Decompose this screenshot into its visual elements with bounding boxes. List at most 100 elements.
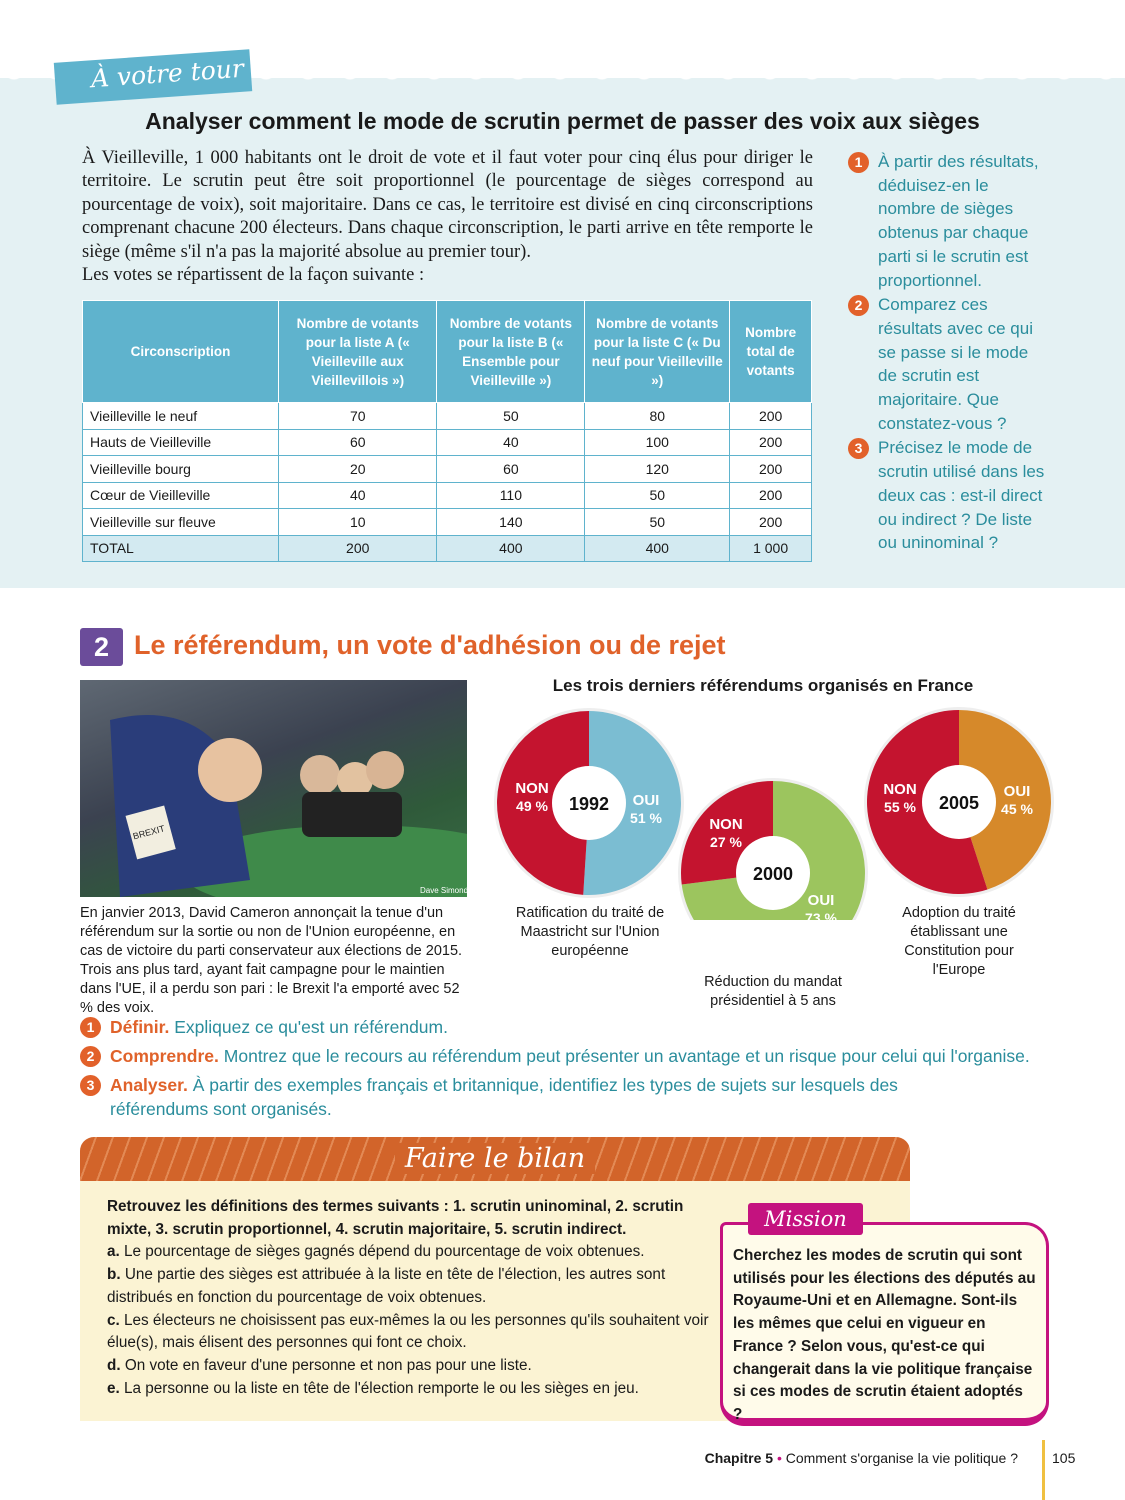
table-row: Vieilleville bourg 20 60 120 200 xyxy=(82,455,812,483)
slice-value-label: 27 % xyxy=(710,834,742,850)
item-text: La personne ou la liste en tête de l'éle… xyxy=(124,1379,639,1397)
item-text: Les électeurs ne choisissent pas eux-mêm… xyxy=(107,1311,709,1352)
number-badge: 1 xyxy=(80,1017,101,1038)
cartoon-credit: Dave Simonds xyxy=(420,886,467,895)
slice-label: NON xyxy=(515,780,548,797)
slice-label: OUI xyxy=(1004,783,1031,800)
bilan-item: d. On vote en faveur d'une personne et n… xyxy=(107,1355,712,1378)
bilan-text: Retrouvez les définitions des termes sui… xyxy=(107,1196,712,1400)
item-letter: b. xyxy=(107,1266,121,1284)
table-cell: 20 xyxy=(277,455,438,483)
footer-chapter: Chapitre 5 xyxy=(704,1450,774,1466)
table-header: Nombre de votants pour la liste A (« Vie… xyxy=(277,300,438,403)
bilan-header: Faire le bilan xyxy=(80,1137,910,1181)
table-cell: 200 xyxy=(729,402,812,430)
table-cell: Vieilleville bourg xyxy=(82,455,279,483)
activity-item: 3 Analyser. À partir des exemples françai… xyxy=(80,1073,980,1121)
item-text: Le pourcentage de sièges gagnés dépend d… xyxy=(124,1243,645,1261)
table-cell: TOTAL xyxy=(82,534,279,562)
slice-value-label: 73 % xyxy=(805,910,837,920)
item-letter: d. xyxy=(107,1356,121,1374)
section-title: Le référendum, un vote d'adhésion ou de … xyxy=(134,630,726,660)
table-cell: 140 xyxy=(436,508,586,536)
table-row: Cœur de Vieilleville 40 110 50 200 xyxy=(82,481,812,509)
item-text: Une partie des sièges est attribuée à la… xyxy=(107,1266,666,1306)
page-number: 105 xyxy=(1052,1450,1076,1466)
activity-item: 2 Comprendre. Montrez que le recours au r… xyxy=(80,1044,1040,1068)
intro-paragraph-2: Les votes se répartissent de la façon su… xyxy=(82,265,425,286)
cartoon-caption: En janvier 2013, David Cameron annonçait… xyxy=(80,905,463,1016)
question-text: À partir des résultats, déduisez-en le n… xyxy=(878,152,1039,290)
table-row: Vieilleville sur fleuve 10 140 50 200 xyxy=(82,508,812,536)
table-cell: Vieilleville le neuf xyxy=(82,402,279,430)
section-activities: 1 Définir. Expliquez ce qu'est un référen… xyxy=(80,1015,1040,1126)
activity-intro: À Vieilleville, 1 000 habitants ont le d… xyxy=(82,147,813,287)
pie-year-label: 2005 xyxy=(939,793,979,813)
pie-slice-1992-non xyxy=(496,711,589,895)
table-cell: 70 xyxy=(277,402,438,430)
pie-caption-2000: Réduction du mandat présidentiel à 5 ans xyxy=(704,974,842,1009)
activity-item: 1 Définir. Expliquez ce qu'est un référen… xyxy=(80,1015,1040,1039)
mission-title: Mission xyxy=(748,1203,863,1235)
question-item: 1 À partir des résultats, déduisez-en le … xyxy=(848,150,1048,292)
pie-center xyxy=(552,766,626,840)
footer-separator: • xyxy=(773,1450,786,1466)
table-cell: Hauts de Vieilleville xyxy=(82,428,279,456)
item-letter: c. xyxy=(107,1311,120,1329)
footer-divider xyxy=(1042,1440,1045,1500)
table-cell: 400 xyxy=(436,534,586,562)
votes-table: Circonscription Nombre de votants pour l… xyxy=(82,300,812,562)
activity-title: Analyser comment le mode de scrutin perm… xyxy=(145,108,980,134)
table-cell: Vieilleville sur fleuve xyxy=(82,508,279,536)
number-badge: 3 xyxy=(80,1075,101,1096)
item-text: On vote en faveur d'une personne et non … xyxy=(124,1356,532,1374)
pie-slice-2005-oui xyxy=(959,710,1051,890)
table-cell: 100 xyxy=(584,428,731,456)
number-badge: 2 xyxy=(848,295,869,317)
slice-label: NON xyxy=(709,816,742,833)
slice-value-label: 45 % xyxy=(1001,801,1033,817)
footer-subtitle: Comment s'organise la vie politique ? xyxy=(785,1450,1018,1466)
cartoon-illustration: BREXIT Dave Simonds xyxy=(110,715,467,897)
activity-label: Analyser. xyxy=(110,1075,188,1095)
bilan-item: c. Les électeurs ne choisissent pas eux-… xyxy=(107,1310,712,1355)
table-cell: 110 xyxy=(436,481,586,509)
activity-label: Comprendre. xyxy=(110,1046,219,1066)
table-cell: 60 xyxy=(436,455,586,483)
pie-year-label: 2000 xyxy=(753,864,793,884)
table-cell: 200 xyxy=(277,534,438,562)
table-cell: 200 xyxy=(729,481,812,509)
pie-caption-2005: Adoption du traité établissant une Const… xyxy=(902,905,1016,978)
table-header: Nombre de votants pour la liste B (« Ens… xyxy=(436,300,586,403)
page-footer: Chapitre 5 • Comment s'organise la vie p… xyxy=(705,1450,1018,1466)
table-row: Hauts de Vieilleville 60 40 100 200 xyxy=(82,428,812,456)
mission-box: Cherchez les modes de scrutin qui sont u… xyxy=(720,1222,1049,1426)
bilan-item: e. La personne ou la liste en tête de l'… xyxy=(107,1378,712,1401)
table-cell: 200 xyxy=(729,508,812,536)
pie-center xyxy=(922,765,996,839)
table-cell: Cœur de Vieilleville xyxy=(82,481,279,509)
table-cell: 120 xyxy=(584,455,731,483)
table-cell: 50 xyxy=(584,481,731,509)
table-cell: 10 xyxy=(277,508,438,536)
question-item: 3 Précisez le mode de scrutin utilisé dan… xyxy=(848,436,1048,555)
table-cell: 200 xyxy=(729,455,812,483)
mission-text: Cherchez les modes de scrutin qui sont u… xyxy=(733,1247,1036,1423)
scallop-edge xyxy=(0,70,1125,86)
table-cell: 50 xyxy=(436,402,586,430)
activity-questions: 1 À partir des résultats, déduisez-en le … xyxy=(848,150,1048,556)
chart-title: Les trois derniers référendums organisés… xyxy=(552,676,974,695)
bilan-item: b. Une partie des sièges est attribuée à… xyxy=(107,1264,712,1309)
bilan-title: Faire le bilan xyxy=(394,1143,596,1174)
table-cell: 1 000 xyxy=(729,534,812,562)
section-number-badge: 2 xyxy=(80,628,123,666)
number-badge: 3 xyxy=(848,438,869,460)
number-badge: 2 xyxy=(80,1046,101,1067)
activity-text: Montrez que le recours au référendum peu… xyxy=(223,1046,1030,1066)
table-cell: 200 xyxy=(729,428,812,456)
table-row: Vieilleville le neuf 70 50 80 200 xyxy=(82,402,812,430)
item-letter: a. xyxy=(107,1243,120,1261)
table-header: Nombre de votants pour la liste C (« Du … xyxy=(584,300,731,403)
pie-caption-1992: Ratification du traité de Maastricht sur… xyxy=(515,905,665,959)
